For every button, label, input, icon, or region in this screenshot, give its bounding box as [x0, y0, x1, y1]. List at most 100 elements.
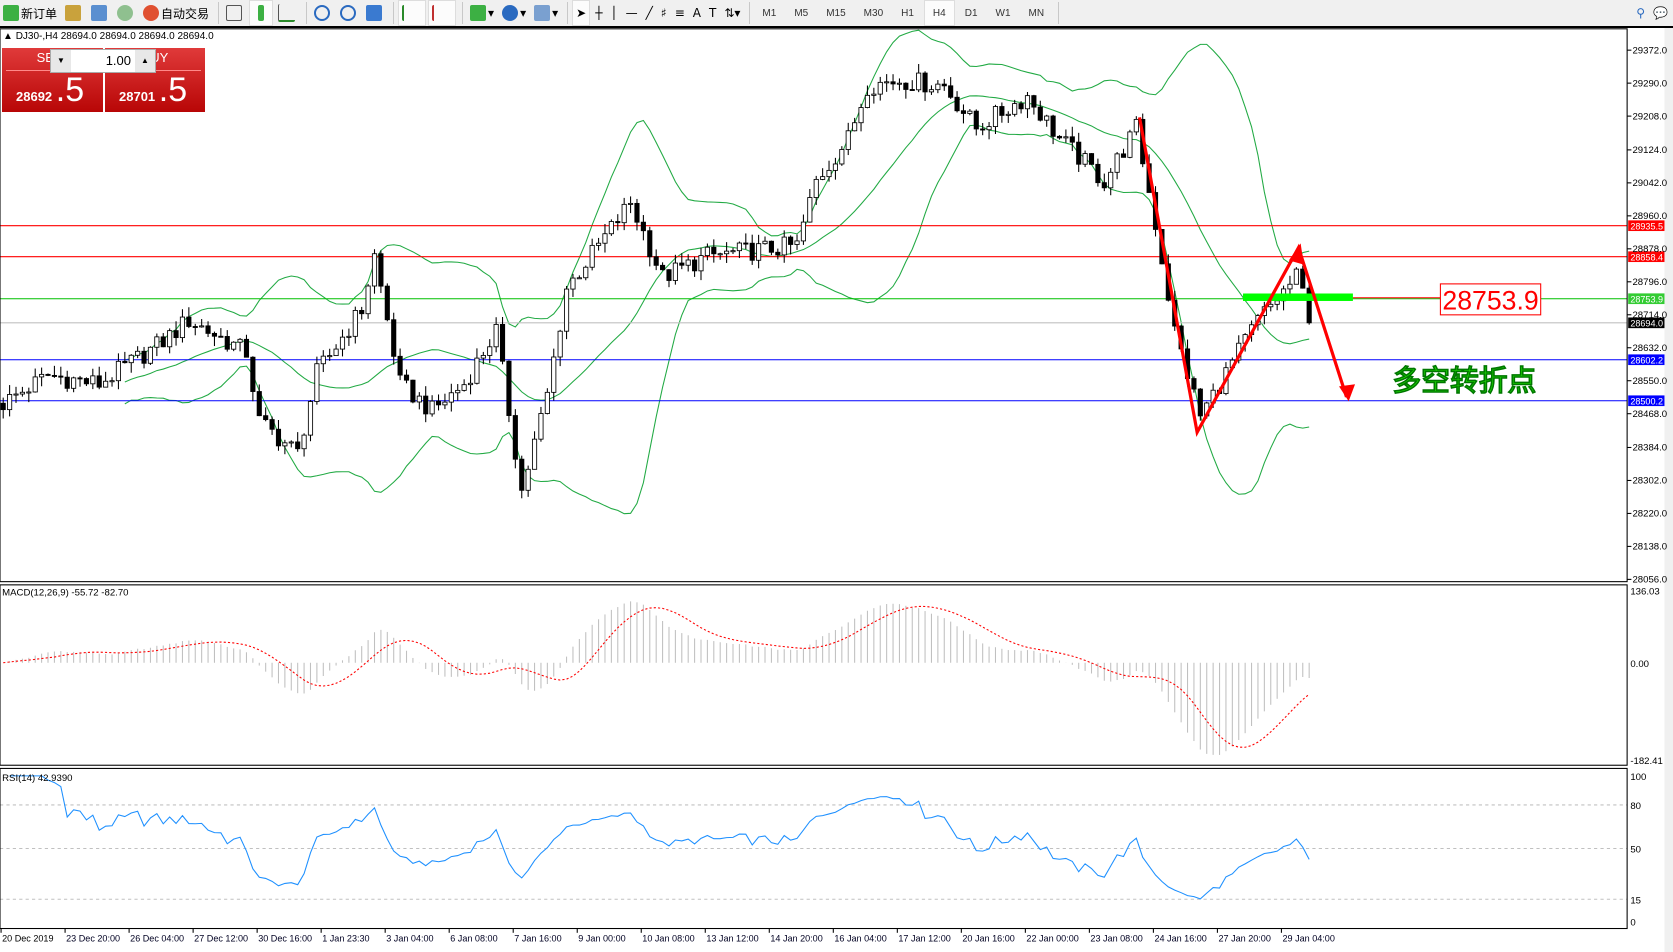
- candles: [0, 64, 1312, 499]
- collapse-icon[interactable]: ▲: [3, 31, 16, 42]
- search-button[interactable]: ⚲: [1633, 1, 1648, 25]
- bear-candle: [256, 391, 262, 417]
- bear-candle: [948, 85, 954, 98]
- price-tick-label: 28796.0: [1632, 277, 1667, 288]
- bull-candle: [704, 246, 710, 257]
- bollinger-bands: [124, 29, 1310, 515]
- cursor-button[interactable]: ➤: [572, 0, 591, 26]
- price-tick-label: 28714.0: [1632, 310, 1667, 321]
- bull-candle: [826, 169, 832, 178]
- bull-candle: [39, 373, 45, 378]
- periods-button[interactable]: ▾: [499, 1, 529, 25]
- autoscroll-button[interactable]: [428, 0, 457, 26]
- bull-candle: [794, 240, 800, 245]
- tf-d1[interactable]: D1: [957, 1, 986, 25]
- date-label: 20 Jan 16:00: [962, 933, 1014, 943]
- bull-candle: [832, 163, 838, 171]
- tile-windows-button[interactable]: [363, 1, 387, 25]
- bull-candle: [576, 277, 582, 280]
- price-line-label: 28935.5: [1630, 221, 1663, 231]
- crosshair-button[interactable]: ┼: [592, 1, 605, 25]
- annotations[interactable]: 28753.9 多空转折点: [1137, 117, 1542, 437]
- bear-candle: [391, 319, 397, 357]
- chart-shift-button[interactable]: [398, 0, 427, 26]
- tf-w1[interactable]: W1: [988, 1, 1019, 25]
- auto-trading-button[interactable]: 自动交易: [140, 1, 212, 25]
- chat-button[interactable]: 💬: [1650, 1, 1671, 25]
- tf-m5[interactable]: M5: [786, 1, 816, 25]
- bear-candle: [499, 324, 506, 362]
- tf-m1[interactable]: M1: [754, 1, 784, 25]
- macd-panel: MACD(12,26,9) -55.72 -82.70 136.03 0.00 -18…: [2, 586, 1663, 767]
- bull-candle: [282, 442, 288, 447]
- bull-candle: [1127, 131, 1133, 158]
- indicators-button[interactable]: ▾: [467, 1, 497, 25]
- horizontal-line-button[interactable]: —: [623, 1, 641, 25]
- bull-candle: [115, 360, 121, 382]
- fibo-retracement-button[interactable]: ≡: [672, 1, 688, 25]
- vertical-line-button[interactable]: │: [607, 1, 620, 25]
- bear-candle: [1069, 136, 1075, 143]
- horizontal-lines[interactable]: 28935.5 28858.4 28753.9 28694.0 28602.2 28500…: [0, 220, 1668, 406]
- tf-h4[interactable]: H4: [923, 0, 955, 26]
- arrows-button[interactable]: ⇅▾: [721, 1, 743, 25]
- zoom-in-button[interactable]: [311, 1, 335, 25]
- bear-candle: [423, 395, 429, 415]
- date-label: 10 Jan 08:00: [642, 933, 694, 943]
- bull-candle: [621, 203, 627, 224]
- bull-candle: [429, 400, 435, 415]
- clock-icon: [502, 5, 519, 21]
- bear-candle: [378, 253, 384, 287]
- trend-arrow-line[interactable]: [1137, 117, 1349, 437]
- sell-price: 28692 .5: [16, 71, 84, 110]
- tf-mn[interactable]: MN: [1021, 1, 1053, 25]
- bear-candle: [384, 285, 390, 321]
- bull-candle: [525, 468, 531, 491]
- price-line-label: 28694.0: [1630, 319, 1663, 329]
- templates-button[interactable]: ▾: [531, 1, 561, 25]
- bear-candle: [250, 356, 256, 392]
- bear-candle: [711, 246, 717, 255]
- zoom-out-button[interactable]: [337, 1, 361, 25]
- fibo-fan-icon: ♯: [660, 6, 667, 20]
- increase-quantity-button[interactable]: ▲: [135, 50, 155, 72]
- bar-chart-button[interactable]: [223, 1, 247, 25]
- line-chart-button[interactable]: [275, 1, 300, 25]
- price-tick-label: 29124.0: [1632, 145, 1667, 156]
- bull-candle: [781, 236, 787, 256]
- quantity-input[interactable]: 1.00: [105, 53, 131, 68]
- price-label-box[interactable]: [1439, 283, 1542, 316]
- bear-candle: [692, 259, 698, 272]
- bear-candle: [1191, 378, 1197, 390]
- signals-button[interactable]: [114, 1, 138, 25]
- bear-candle: [640, 221, 646, 232]
- candlestick-button[interactable]: [249, 0, 274, 26]
- bear-candle: [954, 96, 960, 112]
- tf-m15[interactable]: M15: [818, 1, 853, 25]
- trendline-button[interactable]: ╱: [643, 1, 656, 25]
- tf-m30[interactable]: M30: [856, 1, 891, 25]
- quantity-stepper[interactable]: ▼ 1.00 ▲: [50, 49, 156, 73]
- navigator-button[interactable]: [88, 1, 112, 25]
- price-line-tag: [1628, 251, 1668, 263]
- bull-candle: [19, 391, 25, 395]
- decrease-quantity-button[interactable]: ▼: [51, 50, 71, 72]
- bear-candle: [1037, 106, 1043, 121]
- price-tick-label: 28550.0: [1632, 376, 1667, 387]
- bear-candle: [58, 375, 64, 378]
- tf-h1[interactable]: H1: [893, 1, 922, 25]
- price-tick-label: 29290.0: [1632, 78, 1667, 89]
- fibo-fan-button[interactable]: ♯: [658, 1, 670, 25]
- bull-candle: [493, 324, 499, 348]
- bull-candle: [13, 393, 19, 396]
- new-order-button[interactable]: 新订单: [0, 1, 60, 25]
- text-label-button[interactable]: T: [706, 1, 719, 25]
- bull-candle: [1268, 303, 1274, 308]
- text-button[interactable]: A: [690, 1, 704, 25]
- bear-candle: [1056, 135, 1063, 139]
- resistance-zone-marker[interactable]: [1243, 293, 1353, 301]
- bull-candle: [288, 441, 294, 444]
- bull-candle: [820, 176, 826, 180]
- history-button[interactable]: [62, 1, 86, 25]
